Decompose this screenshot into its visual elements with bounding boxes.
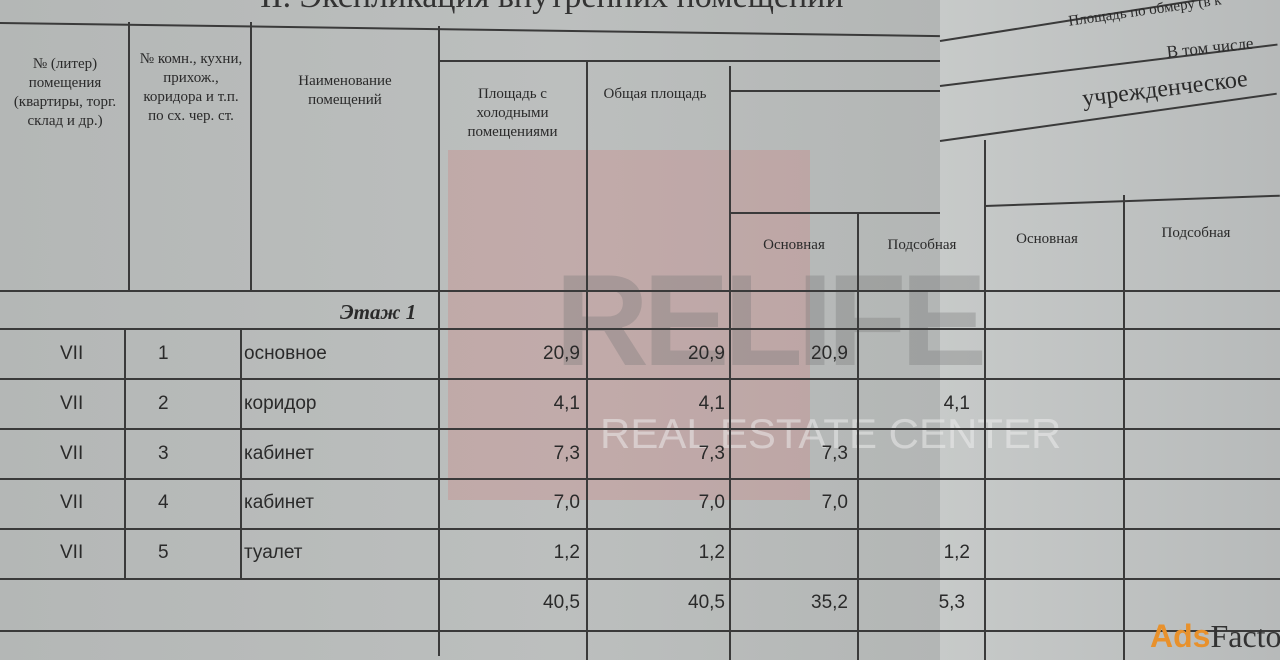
col-line: [984, 140, 986, 660]
cell-main: 7,3: [821, 443, 848, 464]
header-total-area: Общая площадь: [603, 86, 707, 102]
col-line: [586, 62, 588, 660]
cell-name: кабинет: [244, 443, 314, 464]
col-line: [250, 22, 252, 290]
col-line: [1123, 195, 1125, 660]
cell-total: 7,0: [698, 492, 725, 513]
row-line: [0, 528, 1280, 530]
cell-total: 4,1: [698, 393, 725, 414]
cell-no: 5: [158, 542, 169, 563]
cell-aux: 4,1: [943, 393, 970, 414]
cell-name: основное: [244, 343, 327, 364]
cell-main: 7,0: [821, 492, 848, 513]
header-line: [730, 212, 940, 214]
cell-lit: VII: [60, 542, 84, 563]
watermark-logo: [448, 150, 810, 500]
header-premise-number: № (литер) помещения (квартиры, торг. скл…: [13, 56, 117, 129]
header-room-number: № комн., кухни, прихож., коридора и т.п.…: [139, 51, 243, 124]
cell-lit: VII: [60, 492, 84, 513]
header-line: [730, 90, 940, 92]
document-title: II. Экспликация внутренних помещений: [260, 0, 844, 16]
col-line: [240, 328, 242, 578]
cell-lit: VII: [60, 343, 84, 364]
row-line: [0, 630, 1280, 632]
header-aux-1: Подсобная: [887, 237, 957, 253]
cell-cold: 7,0: [553, 492, 580, 513]
watermark-logo-text: RELIFE: [555, 247, 987, 393]
cell-no: 2: [158, 393, 169, 414]
cell-main: 20,9: [811, 343, 848, 364]
cell-total: 20,9: [688, 343, 725, 364]
header-room-name: Наименование помещений: [298, 73, 392, 108]
col-line: [857, 212, 859, 660]
total-main: 35,2: [811, 592, 848, 613]
document-page-left: [0, 0, 940, 660]
cell-no: 3: [158, 443, 169, 464]
col-line: [729, 66, 731, 660]
watermark-factory: Factory: [1210, 618, 1280, 654]
adsfactory-watermark: AdsFactory: [1150, 618, 1280, 655]
row-line: [0, 428, 1280, 430]
header-main-1: Основная: [763, 237, 825, 253]
floor-label: Этаж 1: [340, 300, 417, 324]
row-line: [0, 290, 1280, 292]
col-line: [128, 22, 130, 290]
col-line: [438, 26, 440, 656]
cell-cold: 20,9: [543, 343, 580, 364]
cell-cold: 7,3: [553, 443, 580, 464]
cell-name: туалет: [244, 542, 303, 563]
cell-no: 4: [158, 492, 169, 513]
cell-name: кабинет: [244, 492, 314, 513]
total-total: 40,5: [688, 592, 725, 613]
cell-cold: 1,2: [553, 542, 580, 563]
total-aux: 5,3: [938, 592, 965, 613]
cell-lit: VII: [60, 393, 84, 414]
header-line: [440, 60, 940, 62]
cell-cold: 4,1: [553, 393, 580, 414]
row-line: [0, 478, 1280, 480]
watermark-ads: Ads: [1150, 618, 1211, 654]
row-line: [0, 578, 1280, 580]
cell-aux: 1,2: [943, 542, 970, 563]
cell-total: 1,2: [698, 542, 725, 563]
document-page-right: [940, 0, 1280, 660]
cell-no: 1: [158, 343, 169, 364]
header-aux-2: Подсобная: [1161, 225, 1231, 241]
total-cold: 40,5: [543, 592, 580, 613]
cell-total: 7,3: [698, 443, 725, 464]
cell-name: коридор: [244, 393, 317, 414]
col-line: [124, 328, 126, 578]
header-area-cold: Площадь с холодными помещениями: [467, 86, 558, 140]
header-main-2: Основная: [1016, 231, 1078, 247]
row-line: [0, 378, 1280, 380]
cell-lit: VII: [60, 443, 84, 464]
row-line: [0, 328, 1280, 330]
